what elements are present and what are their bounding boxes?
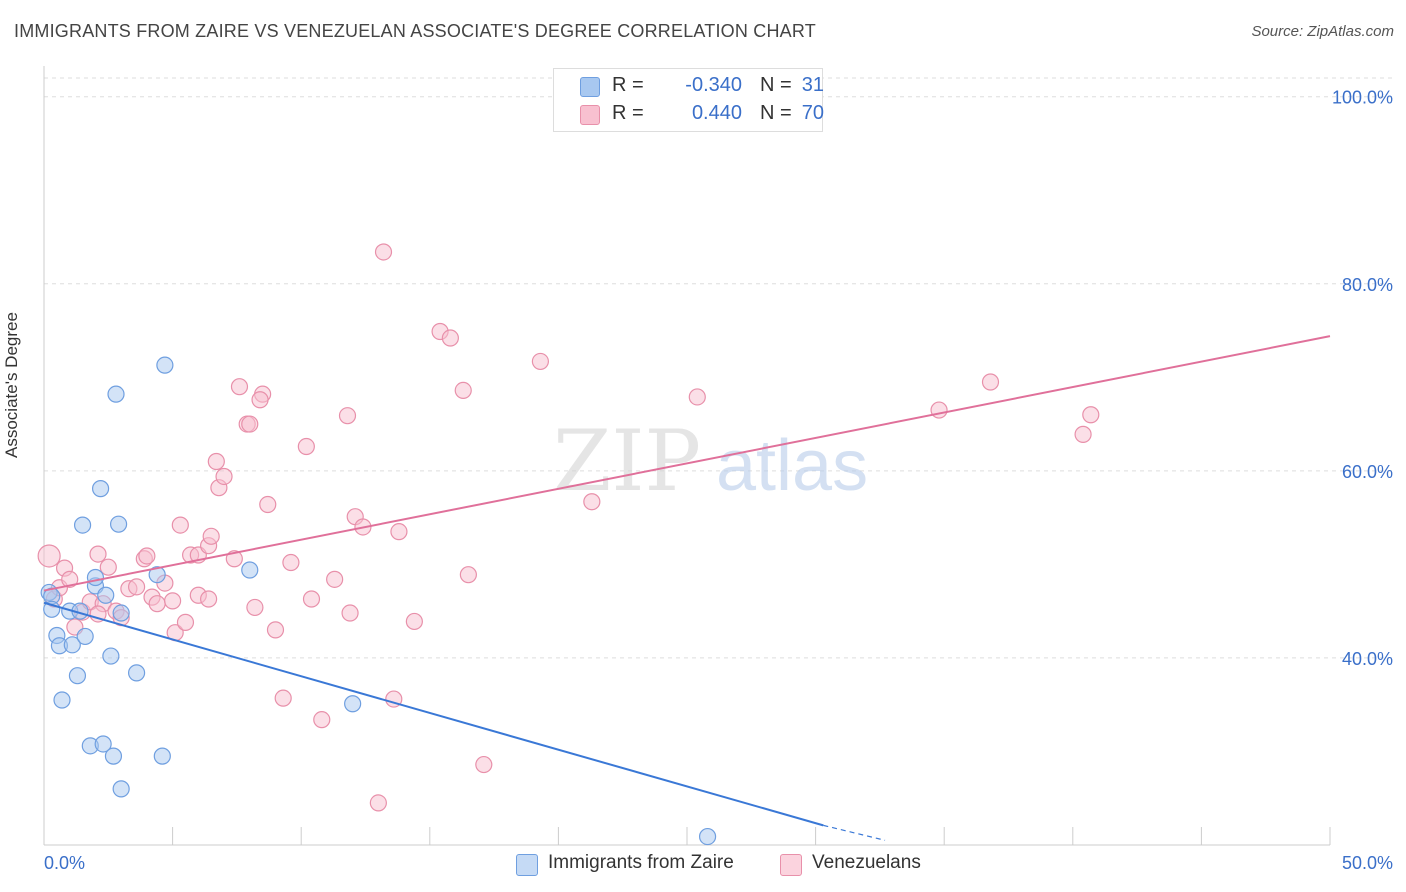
y-tick-label: 80.0% [1342,275,1393,295]
y-axis-label: Associate's Degree [2,312,21,458]
zaire-point [104,747,123,765]
venezuelan-point [374,243,393,261]
venezuelan-point [266,621,285,639]
venezuelan-point [148,595,166,613]
venezuelan-point [241,415,259,433]
venezuelan-point [475,755,493,774]
y-tick-label: 60.0% [1342,462,1393,482]
legend-row-venezuelans: R = 0.440 N = 70 [580,102,824,126]
zaire-point [344,695,362,713]
venezuelan-point [127,578,146,596]
bottom-legend-swatch-zaire [516,854,538,876]
n-label: N = [760,102,792,124]
venezuelan-point [200,590,218,608]
venezuelan-point [176,613,195,631]
venezuelan-point [259,495,277,514]
venezuelan-point [981,373,1000,391]
venezuelan-point [1082,406,1100,424]
venezuelan-point [302,590,321,608]
zaire-point [156,356,174,374]
venezuelan-point [454,381,472,400]
stats-legend: R = -0.340 N = 31 R = 0.440 N = 70 [553,68,824,132]
venezuelan-point [531,352,549,371]
venezuelan-trendline [43,335,1331,592]
venezuelan-point [138,547,156,565]
legend-swatch-zaire [580,77,600,97]
zaire-point [63,636,81,654]
venezuelan-point [246,598,264,617]
venezuelan-point [207,452,225,471]
watermark-zip: ZIP [553,412,701,510]
zaire-point [698,827,717,846]
r-label: R = [612,102,644,124]
venezuelan-point [230,378,249,396]
venezuelan-point [251,391,269,409]
venezuelan-point [1074,425,1092,443]
zaire-trendline-extension [823,824,886,841]
venezuelan-point [459,566,477,584]
zaire-point [68,667,87,685]
source-note: Source: ZipAtlas.com [1251,23,1394,40]
venezuelan-point [688,388,706,406]
y-tick-label: 40.0% [1342,649,1393,669]
x-tick-label-max: 50.0% [1342,853,1393,873]
venezuelan-point [441,329,459,347]
bottom-legend-swatch-venezuelans [780,854,802,876]
venezuelan-point [89,545,107,563]
r-label: R = [612,74,644,96]
venezuelan-point [297,437,315,456]
y-tick-label: 100.0% [1332,88,1393,108]
venezuelan-point [282,553,300,572]
r-value: 0.440 [691,102,742,124]
zaire-point [73,516,92,534]
zaire-point [107,385,125,403]
x-tick-label-min: 0.0% [44,853,85,873]
venezuelan-point [390,523,408,541]
venezuelan-point [61,570,79,588]
watermark-atlas: atlas [716,426,868,506]
zaire-point [102,647,120,665]
zaire-point [86,568,105,587]
zaire-point [127,664,146,682]
venezuelan-point [37,544,61,568]
venezuelan-point [313,711,331,729]
venezuelan-point [202,527,220,545]
zaire-point [76,627,94,646]
legend-row-zaire: R = -0.340 N = 31 [580,74,824,98]
bottom-legend-label: Immigrants from Zaire [548,852,734,873]
venezuelan-point [274,689,292,707]
zaire-point [109,515,128,533]
zaire-point [94,735,112,753]
bottom-legend-label: Venezuelans [812,852,921,873]
zaire-point [241,561,259,579]
zaire-point [91,480,110,498]
n-value: 31 [801,74,824,96]
venezuelan-point [338,407,357,425]
venezuelan-point [99,558,117,576]
venezuelan-point [215,467,233,486]
venezuelan-point [326,570,344,588]
zaire-point [112,780,130,798]
zaire-point [153,747,171,765]
venezuelan-point [405,612,423,631]
chart-title: IMMIGRANTS FROM ZAIRE VS VENEZUELAN ASSO… [14,21,816,41]
n-label: N = [760,74,792,96]
venezuelan-point [171,516,189,534]
venezuelan-point [225,550,243,568]
venezuelan-point [930,401,948,419]
n-value: 70 [801,102,824,124]
venezuelan-point [341,604,359,622]
venezuelan-point [369,794,387,812]
zaire-point [53,691,71,709]
legend-swatch-venezuelans [580,105,600,125]
zaire-point [148,566,166,584]
venezuelan-point [164,592,182,610]
zaire-point [97,586,115,604]
r-value: -0.340 [685,74,742,96]
venezuelan-point [583,493,601,511]
zaire-point [112,604,130,622]
zaire-trendline [43,601,824,827]
